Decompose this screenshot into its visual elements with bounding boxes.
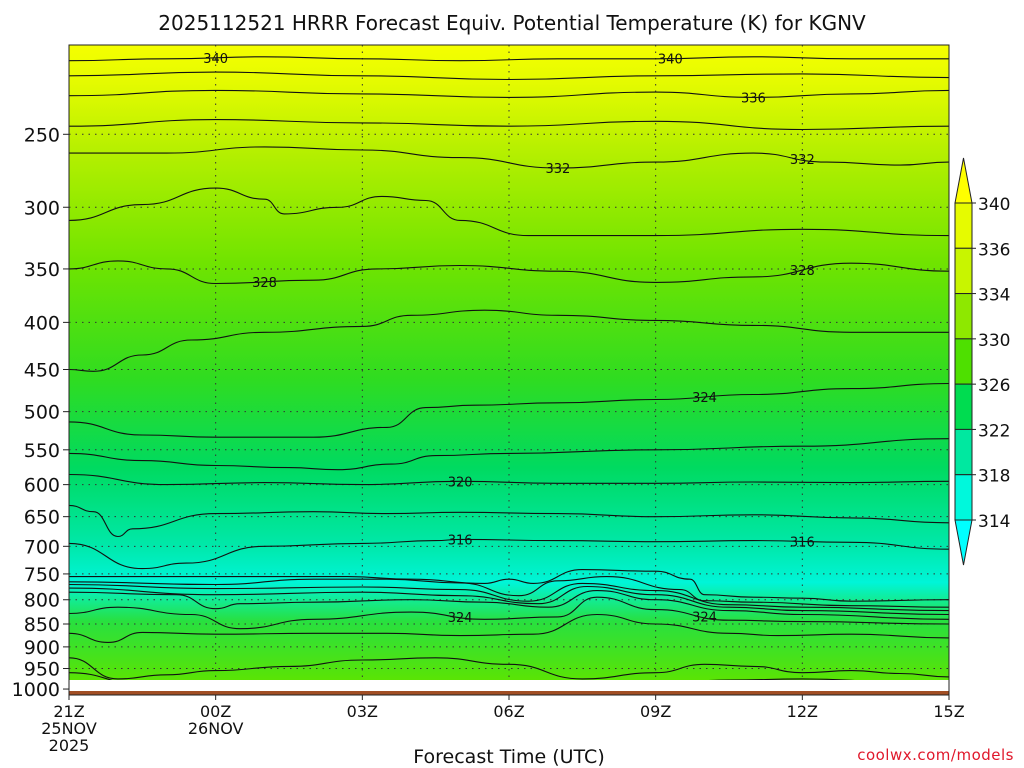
y-tick-label: 550 (24, 440, 60, 462)
contour-label: 332 (545, 162, 570, 177)
contour-328 (69, 260, 949, 285)
y-tick-label: 250 (24, 124, 60, 146)
contour-336 (69, 89, 949, 98)
contour-328 (362, 688, 949, 690)
contour-label: 316 (448, 533, 473, 548)
contour-324 (69, 382, 949, 438)
contour-label: 320 (448, 475, 473, 490)
y-tick-label: 450 (24, 360, 60, 382)
x-axis-label: Forecast Time (UTC) (413, 746, 604, 768)
contour-318 (69, 504, 949, 538)
x-tick-label: 26NOV (188, 719, 244, 738)
colorbar-label: 334 (978, 286, 1010, 306)
watermark-link[interactable]: coolwx.com/models (857, 746, 1014, 764)
contour-330 (69, 187, 949, 237)
contour-328 (69, 672, 855, 680)
contour-316 (69, 538, 949, 570)
contour-label: 340 (658, 52, 683, 67)
colorbar-bin (954, 474, 973, 521)
contour-320 (69, 585, 949, 616)
y-tick-label: 1000 (12, 679, 60, 701)
contour-334 (69, 119, 949, 131)
y-axis: 2503003504004505005506006507007508008509… (12, 124, 69, 701)
y-tick-label: 650 (24, 507, 60, 529)
y-tick-label: 700 (24, 536, 60, 558)
contour-label: 324 (692, 391, 717, 406)
contour-label: 324 (692, 611, 717, 626)
colorbar: 340 336 334 330 326 322 318 314 (954, 157, 1010, 566)
y-tick-label: 800 (24, 590, 60, 612)
y-tick-label: 350 (24, 259, 60, 281)
x-tick-label: 25NOV (41, 719, 97, 738)
contour-label: 328 (790, 264, 815, 279)
y-tick-label: 750 (24, 564, 60, 586)
y-tick-label: 400 (24, 312, 60, 334)
colorbar-bin (954, 338, 973, 385)
colorbar-bottom-arrow (954, 519, 973, 566)
contour-326 (69, 613, 949, 643)
x-tick-label: 00Z (200, 702, 231, 721)
colorbar-label: 336 (978, 240, 1010, 260)
contour-labels: 340 340 336 332 332 328 328 324 320 316 316 324 324 3… (203, 52, 815, 698)
contour-324 (69, 596, 949, 630)
x-tick-label: 12Z (787, 702, 818, 721)
y-tick-label: 850 (24, 614, 60, 636)
y-tick-label: 900 (24, 637, 60, 659)
contour-label: 336 (741, 91, 766, 106)
colorbar-label: 314 (978, 512, 1010, 532)
colorbar-bin (954, 293, 973, 340)
chart-title: 2025112521 HRRR Forecast Equiv. Potentia… (158, 11, 866, 35)
colorbar-label: 340 (978, 195, 1010, 215)
y-tick-label: 950 (24, 659, 60, 681)
colorbar-top-arrow (954, 157, 973, 204)
contour-label: 328 (252, 276, 277, 291)
x-tick-label: 21Z (53, 702, 84, 721)
plot-area: 340 340 336 332 332 328 328 324 320 316 316 324 324 3… (69, 45, 949, 698)
contour-340 (69, 56, 949, 62)
contour-318 (69, 582, 949, 612)
y-tick-label: 300 (24, 197, 60, 219)
contour-326 (69, 657, 949, 680)
x-tick-label: 2025 (49, 736, 90, 755)
contour-label: 332 (790, 153, 815, 168)
ground-surface (69, 691, 949, 695)
colorbar-bin (954, 247, 973, 295)
contour-322 (69, 590, 949, 620)
contour-label: 328 (423, 683, 448, 698)
colorbar-bin (954, 428, 973, 476)
y-tick-label: 500 (24, 402, 60, 424)
contour-324 (69, 686, 338, 690)
contour-316 (69, 576, 949, 608)
colorbar-bin (954, 202, 973, 249)
theta-field (69, 45, 949, 680)
x-tick-label: 03Z (347, 702, 378, 721)
grid (69, 45, 949, 680)
contour-322 (69, 438, 949, 471)
colorbar-bin (954, 383, 973, 430)
contour-320 (69, 473, 949, 486)
contour-label: 324 (448, 611, 473, 626)
x-tick-label: 06Z (493, 702, 524, 721)
colorbar-label: 326 (978, 376, 1010, 396)
colorbar-label: 318 (978, 467, 1010, 487)
y-tick-label: 600 (24, 475, 60, 497)
contour-lines (69, 56, 949, 690)
contour-338 (69, 71, 949, 81)
colorbar-label: 330 (978, 331, 1010, 351)
contour-label: 340 (203, 52, 228, 67)
contour-label: 316 (790, 535, 815, 550)
contour-326 (69, 309, 949, 372)
x-tick-label: 09Z (640, 702, 671, 721)
x-tick-label: 15Z (933, 702, 964, 721)
colorbar-label: 322 (978, 421, 1010, 441)
contour-314 (69, 569, 949, 602)
contour-332 (69, 146, 949, 169)
